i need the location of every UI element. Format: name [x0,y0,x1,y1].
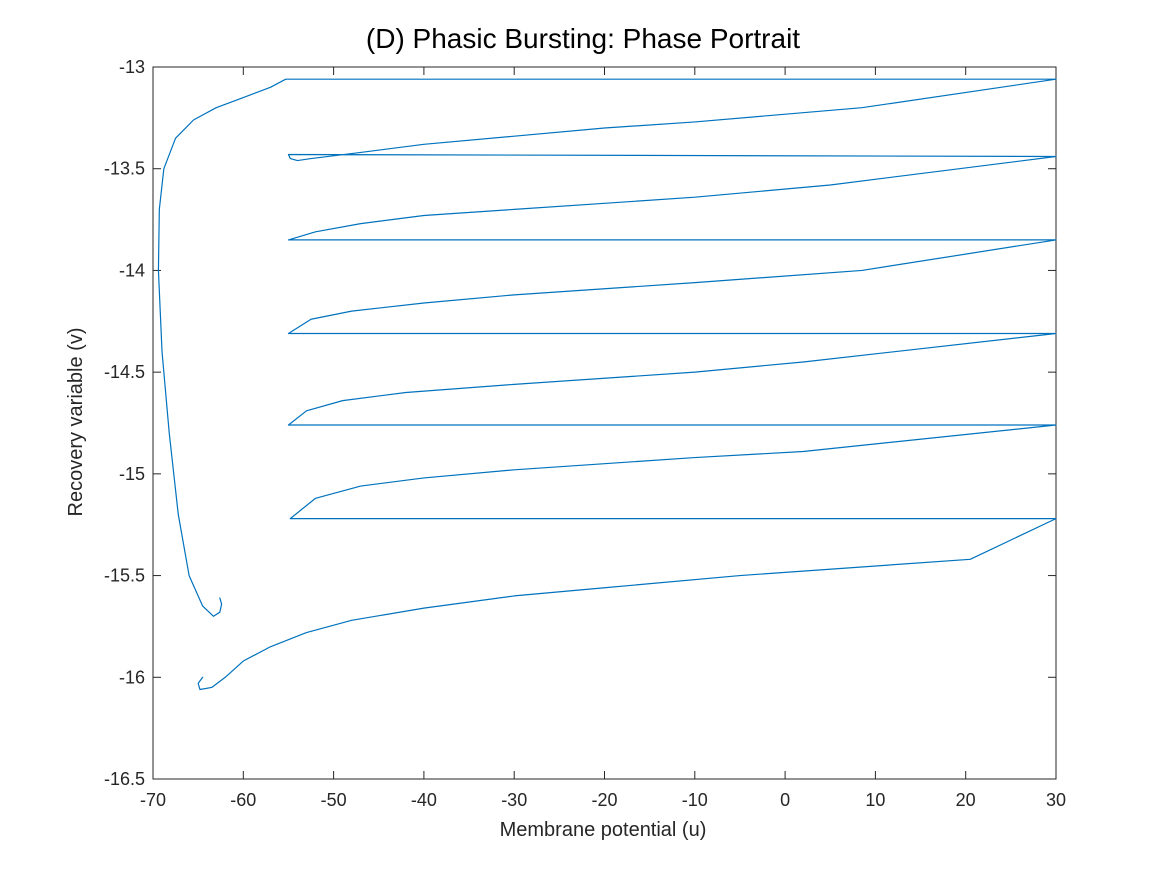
x-tick-label: -70 [140,790,166,810]
y-tick-label: -15 [119,464,145,484]
x-tick-label: -10 [682,790,708,810]
trajectory-layer [157,78,1057,691]
x-tick-label: 20 [956,790,976,810]
x-axis-ticks: -70 -60 -50 -40 -30 -20 -10 0 10 20 30 [140,67,1066,810]
y-axis-ticks: -16.5 -16 -15.5 -15 -14.5 -14 -13.5 -13 [104,57,1056,789]
x-tick-label: 0 [780,790,790,810]
trajectory-line [157,78,1057,691]
x-tick-label: 30 [1046,790,1066,810]
x-tick-label: -30 [501,790,527,810]
plot-area [152,66,1057,780]
chart-title: (D) Phasic Bursting: Phase Portrait [366,23,800,54]
y-tick-label: -13.5 [104,159,145,179]
x-tick-label: -60 [230,790,256,810]
y-tick-label: -16.5 [104,769,145,789]
y-tick-label: -16 [119,667,145,687]
y-tick-label: -15.5 [104,566,145,586]
y-tick-label: -14 [119,260,145,280]
x-axis-label: Membrane potential (u) [500,819,707,841]
x-tick-label: 10 [865,790,885,810]
y-tick-label: -13 [119,57,145,77]
x-tick-label: -20 [591,790,617,810]
y-tick-label: -14.5 [104,362,145,382]
y-axis-label: Recovery variable (v) [65,328,87,517]
x-tick-label: -50 [321,790,347,810]
x-tick-label: -40 [411,790,437,810]
